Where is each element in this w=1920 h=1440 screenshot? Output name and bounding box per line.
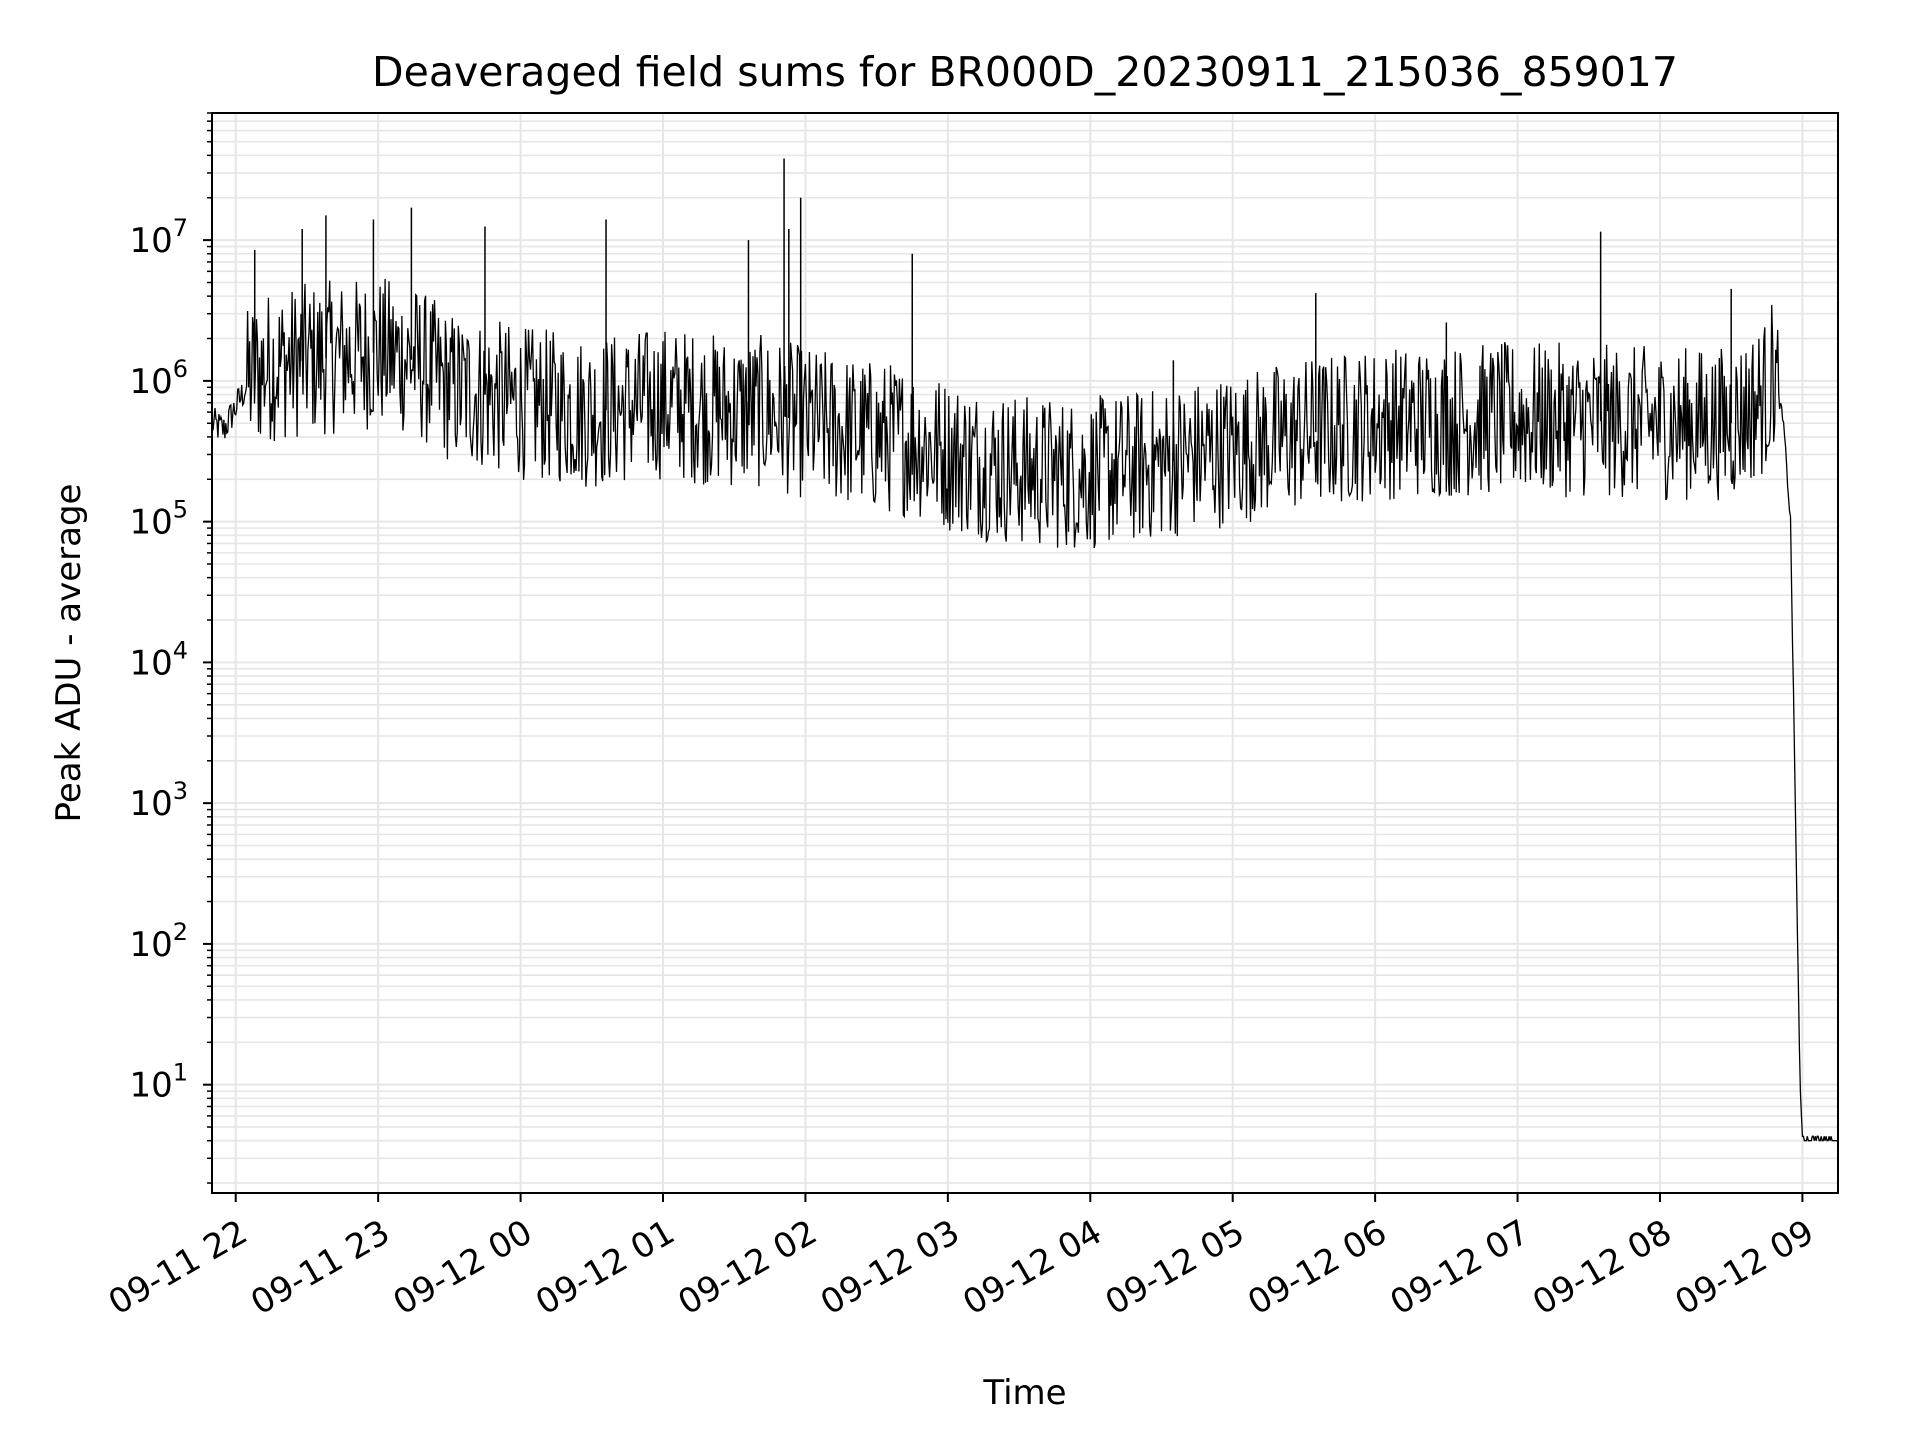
plot-frame	[211, 112, 1839, 1194]
y-tick-label: 101	[129, 1059, 188, 1106]
x-tick-label: 09-12 04	[956, 1212, 1108, 1323]
series-line	[211, 278, 1838, 1142]
y-tick-label: 105	[129, 496, 188, 543]
chart-title: Deaveraged field sums for BR000D_2023091…	[372, 48, 1678, 96]
grid	[212, 112, 1838, 1193]
y-tick-label: 104	[129, 636, 188, 683]
x-tick-label: 09-11 23	[244, 1212, 396, 1323]
x-tick-label: 09-12 00	[387, 1212, 539, 1323]
x-tick-label: 09-12 01	[529, 1212, 681, 1323]
y-axis-label: Peak ADU - average	[49, 484, 89, 823]
x-tick-label: 09-12 07	[1384, 1212, 1536, 1323]
x-tick-label: 09-12 03	[814, 1212, 966, 1323]
x-tick-label: 09-12 08	[1526, 1212, 1678, 1323]
y-tick-label: 102	[129, 918, 188, 965]
y-axis: 101 102 103 104 105 106 107	[129, 112, 212, 1184]
series-layer	[211, 158, 1838, 1142]
x-tick-label: 09-12 06	[1241, 1212, 1393, 1323]
x-tick-label: 09-12 09	[1669, 1212, 1821, 1323]
y-tick-label: 107	[129, 214, 188, 261]
x-tick-label: 09-12 05	[1099, 1212, 1251, 1323]
x-tick-label: 09-11 22	[102, 1212, 254, 1323]
y-tick-label: 106	[129, 355, 188, 402]
x-tick-label: 09-12 02	[672, 1212, 824, 1323]
x-axis-label: Time	[982, 1373, 1066, 1413]
y-tick-label: 103	[129, 777, 188, 824]
